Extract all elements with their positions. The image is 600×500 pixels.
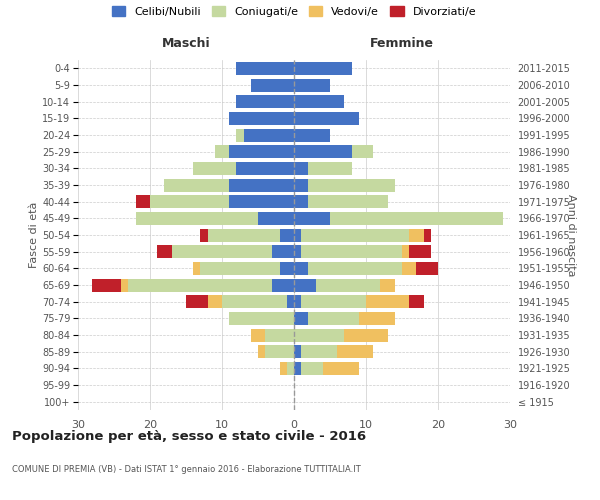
Bar (337, 345, 373, 358)
Bar (301, 345, 337, 358)
Bar (265, 328, 294, 342)
Bar (366, 295, 409, 308)
Y-axis label: Anni di nascita: Anni di nascita (566, 194, 576, 276)
Bar (244, 128, 294, 141)
Bar (272, 245, 294, 258)
Bar (92, 278, 121, 291)
Bar (258, 345, 265, 358)
Bar (294, 178, 308, 192)
Bar (208, 295, 222, 308)
Text: COMUNE DI PREMIA (VB) - Dati ISTAT 1° gennaio 2016 - Elaborazione TUTTITALIA.IT: COMUNE DI PREMIA (VB) - Dati ISTAT 1° ge… (12, 465, 361, 474)
Bar (294, 145, 352, 158)
Bar (280, 228, 294, 241)
Bar (294, 328, 344, 342)
Bar (236, 62, 294, 75)
Bar (352, 145, 373, 158)
Bar (236, 95, 294, 108)
Bar (301, 245, 402, 258)
Bar (301, 362, 323, 375)
Bar (308, 262, 402, 275)
Bar (172, 245, 272, 258)
Bar (380, 278, 395, 291)
Bar (294, 295, 301, 308)
Bar (200, 228, 208, 241)
Bar (294, 62, 352, 75)
Bar (294, 195, 308, 208)
Bar (294, 245, 301, 258)
Bar (200, 262, 280, 275)
Text: Popolazione per età, sesso e stato civile - 2016: Popolazione per età, sesso e stato civil… (12, 430, 366, 443)
Text: Maschi: Maschi (161, 37, 211, 50)
Bar (416, 262, 438, 275)
Bar (294, 228, 301, 241)
Bar (128, 278, 272, 291)
Bar (208, 228, 280, 241)
Bar (215, 145, 229, 158)
Bar (229, 178, 294, 192)
Bar (409, 228, 424, 241)
Bar (136, 212, 258, 225)
Bar (294, 212, 330, 225)
Bar (409, 295, 424, 308)
Bar (280, 262, 294, 275)
Bar (265, 345, 294, 358)
Bar (294, 95, 344, 108)
Bar (157, 245, 172, 258)
Bar (294, 78, 330, 92)
Bar (424, 228, 431, 241)
Bar (294, 312, 308, 325)
Bar (136, 195, 150, 208)
Bar (308, 312, 359, 325)
Bar (409, 245, 431, 258)
Bar (294, 162, 308, 175)
Bar (294, 128, 330, 141)
Bar (359, 312, 395, 325)
Bar (236, 128, 244, 141)
Bar (330, 212, 503, 225)
Legend: Celibi/Nubili, Coniugati/e, Vedovi/e, Divorziati/e: Celibi/Nubili, Coniugati/e, Vedovi/e, Di… (112, 6, 476, 17)
Bar (272, 278, 294, 291)
Bar (193, 162, 236, 175)
Bar (280, 362, 287, 375)
Bar (402, 245, 409, 258)
Bar (236, 162, 294, 175)
Bar (308, 195, 388, 208)
Bar (229, 312, 294, 325)
Bar (186, 295, 208, 308)
Bar (258, 212, 294, 225)
Bar (222, 295, 287, 308)
Text: Femmine: Femmine (370, 37, 434, 50)
Bar (229, 195, 294, 208)
Bar (251, 328, 265, 342)
Bar (229, 145, 294, 158)
Y-axis label: Fasce di età: Fasce di età (29, 202, 39, 268)
Bar (164, 178, 229, 192)
Bar (294, 262, 308, 275)
Bar (193, 262, 200, 275)
Bar (308, 178, 395, 192)
Bar (344, 328, 388, 342)
Bar (323, 362, 359, 375)
Bar (316, 278, 380, 291)
Bar (150, 195, 229, 208)
Bar (294, 278, 316, 291)
Bar (251, 78, 294, 92)
Bar (294, 112, 359, 125)
Bar (229, 112, 294, 125)
Bar (301, 228, 409, 241)
Bar (121, 278, 128, 291)
Bar (402, 262, 416, 275)
Bar (287, 295, 294, 308)
Bar (301, 295, 366, 308)
Bar (294, 345, 301, 358)
Bar (294, 362, 301, 375)
Bar (287, 362, 294, 375)
Bar (308, 162, 352, 175)
